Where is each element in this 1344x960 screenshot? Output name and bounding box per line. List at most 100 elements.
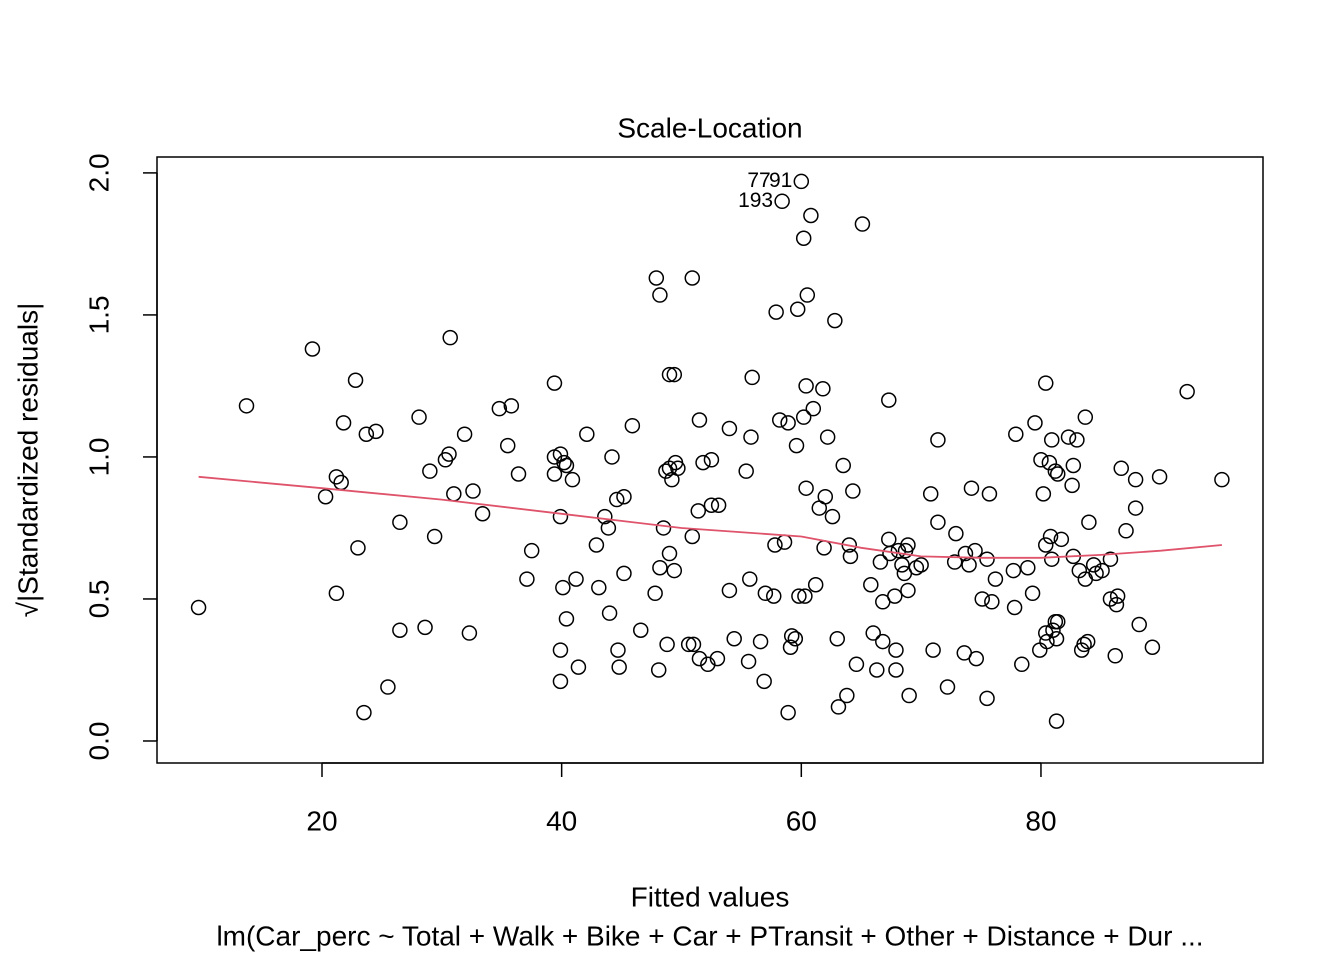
point	[691, 650, 708, 667]
point	[1053, 531, 1070, 548]
point	[1127, 500, 1144, 516]
point	[652, 287, 668, 303]
point	[1045, 622, 1061, 638]
point	[900, 537, 916, 553]
point	[1076, 636, 1092, 653]
point	[776, 534, 793, 550]
point	[523, 542, 540, 559]
point	[793, 173, 810, 190]
point	[465, 483, 481, 499]
point	[1144, 639, 1161, 656]
point	[328, 585, 345, 602]
point	[446, 486, 462, 502]
point	[456, 426, 473, 442]
point	[519, 571, 535, 587]
point	[839, 687, 855, 704]
point-label: 193	[738, 189, 773, 212]
x-tick-label: 40	[546, 805, 577, 836]
point	[1077, 409, 1094, 425]
point	[700, 656, 716, 673]
point	[1065, 457, 1082, 474]
point	[491, 400, 508, 417]
point	[815, 381, 831, 397]
point	[819, 429, 836, 445]
point	[710, 497, 727, 513]
point	[546, 375, 563, 391]
y-axis-label: √|Standardized residuals|	[12, 303, 43, 618]
y-tick-label: 0.5	[83, 579, 114, 618]
point	[680, 636, 697, 653]
point	[616, 488, 632, 505]
point	[380, 679, 396, 695]
point	[510, 466, 527, 482]
point	[1035, 486, 1052, 502]
point	[984, 594, 1000, 610]
point	[875, 633, 891, 650]
point	[824, 508, 841, 525]
point	[957, 545, 974, 562]
point	[684, 270, 701, 286]
point	[648, 270, 665, 286]
point	[979, 551, 995, 567]
point	[968, 650, 985, 667]
point	[1027, 415, 1043, 431]
point	[743, 429, 759, 445]
point	[1071, 562, 1088, 579]
point	[797, 588, 813, 604]
x-tick-label: 20	[306, 805, 337, 836]
point	[652, 559, 668, 576]
point	[981, 486, 998, 502]
point	[690, 503, 707, 519]
y-tick-label: 1.0	[83, 437, 114, 476]
point	[328, 469, 345, 485]
point	[788, 437, 805, 454]
point	[740, 653, 757, 670]
point	[600, 520, 617, 536]
point	[703, 452, 720, 468]
point	[721, 420, 738, 437]
point	[799, 287, 816, 303]
point	[1042, 528, 1059, 545]
point	[392, 622, 408, 638]
point	[666, 366, 683, 383]
point	[564, 471, 581, 488]
point	[744, 369, 760, 386]
point	[890, 542, 907, 559]
point	[1214, 471, 1230, 488]
point	[556, 454, 572, 471]
point	[869, 662, 885, 678]
y-tick-label: 1.5	[83, 295, 114, 334]
point	[767, 537, 783, 553]
point	[1049, 466, 1066, 482]
point	[647, 585, 663, 602]
point	[987, 571, 1004, 587]
point	[650, 662, 667, 678]
point	[392, 514, 408, 531]
point	[1081, 514, 1097, 531]
point	[411, 409, 427, 425]
point	[1020, 559, 1036, 576]
point	[685, 636, 702, 653]
point	[881, 531, 897, 548]
point	[845, 483, 861, 499]
point	[1014, 656, 1030, 673]
point	[900, 582, 916, 599]
point	[356, 704, 372, 721]
point	[780, 704, 796, 721]
point	[872, 554, 889, 570]
point	[1079, 633, 1096, 650]
point	[503, 398, 520, 414]
point	[570, 659, 587, 675]
point	[888, 642, 904, 658]
point	[616, 565, 632, 582]
point	[807, 577, 824, 593]
point	[558, 611, 575, 627]
point	[1047, 463, 1064, 479]
point	[1043, 551, 1060, 567]
point	[974, 591, 990, 607]
point	[1024, 585, 1041, 602]
point	[756, 673, 772, 690]
point	[238, 398, 255, 414]
point	[1005, 562, 1022, 579]
x-tick-label: 60	[786, 805, 817, 836]
